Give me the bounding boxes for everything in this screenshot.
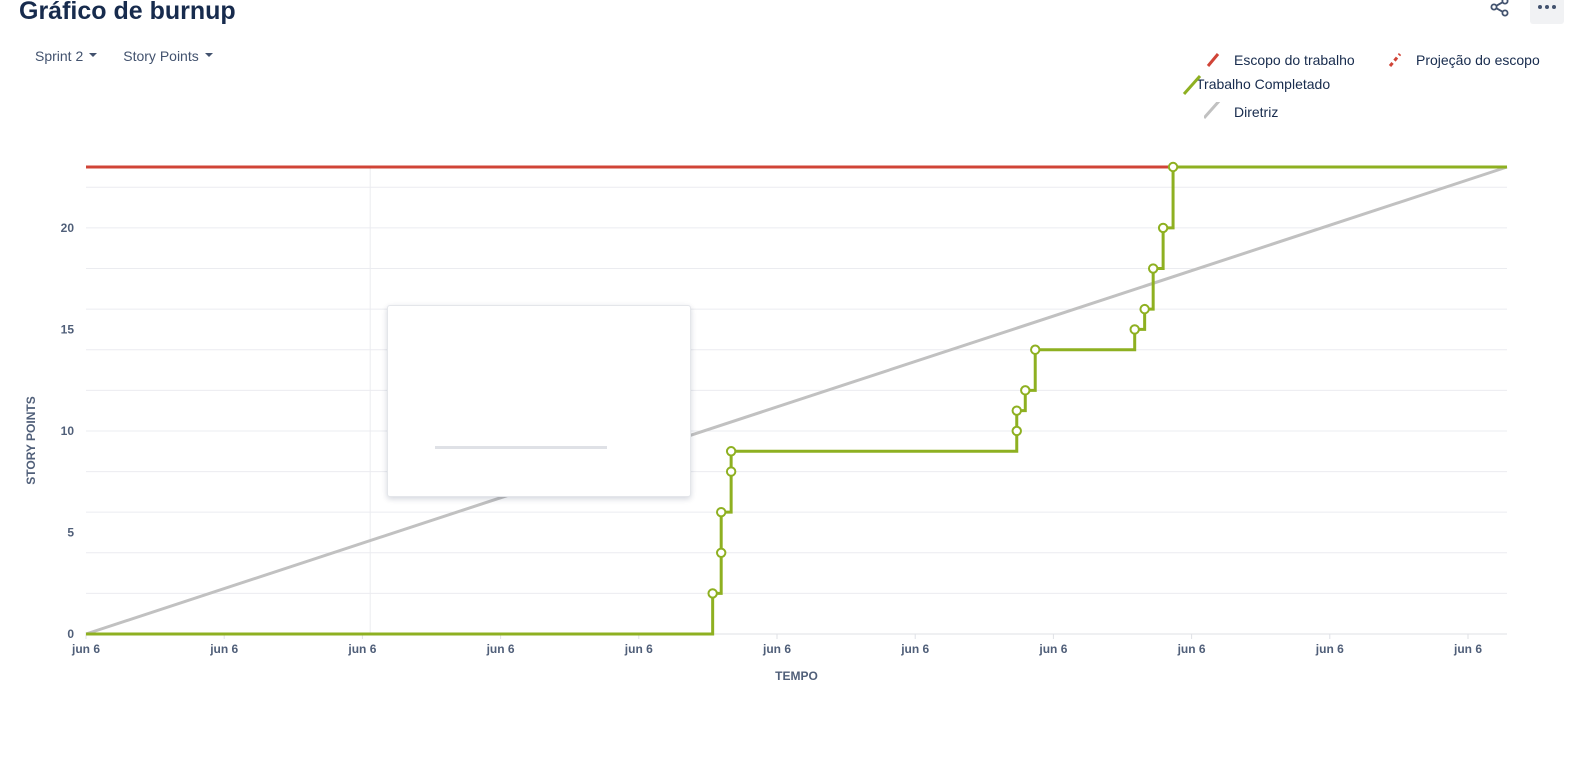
legend-item-projecao[interactable]: Projeção do escopo (1386, 50, 1540, 70)
estimation-select[interactable]: Story Points (123, 46, 213, 66)
x-axis-title: TEMPO (775, 669, 818, 683)
series-trabalho-point (1020, 385, 1031, 396)
x-tick-label: jun 6 (71, 642, 100, 656)
legend-swatch-projecao (1388, 53, 1402, 67)
y-tick-label: 0 (67, 627, 74, 641)
series-trabalho-point (725, 466, 737, 477)
series-trabalho-point (1011, 425, 1022, 437)
y-tick-label: 10 (61, 424, 75, 438)
x-tick-label: jun 6 (347, 642, 376, 656)
series-trabalho-point (1167, 161, 1179, 173)
sprint-select-label: Sprint 2 (35, 48, 84, 64)
x-tick-label: jun 6 (762, 642, 791, 656)
page-title: Gráfico de burnup (19, 0, 236, 25)
chart-tooltip-placeholder (387, 305, 691, 497)
series-trabalho-point (1157, 222, 1169, 234)
share-button[interactable] (1483, 0, 1517, 24)
x-tick-label: jun 6 (1453, 642, 1482, 656)
sprint-select[interactable]: Sprint 2 (35, 46, 98, 66)
chevron-down-icon (204, 53, 213, 57)
tooltip-loading-line (435, 446, 607, 449)
series-trabalho-point (1030, 344, 1041, 355)
series-trabalho-point (725, 446, 737, 457)
chevron-down-icon (89, 53, 98, 57)
x-tick-label: jun 6 (1315, 642, 1344, 656)
x-tick-label: jun 6 (900, 642, 929, 656)
legend-swatch-trabalho (1182, 75, 1202, 95)
series-trabalho-point (707, 588, 718, 599)
y-tick-label: 20 (61, 221, 75, 235)
x-tick-label: jun 6 (1177, 642, 1206, 656)
series-trabalho-point (1147, 263, 1159, 274)
series-trabalho-point (1139, 303, 1150, 315)
y-tick-label: 5 (67, 525, 74, 539)
series-trabalho-point (715, 506, 727, 518)
series-trabalho-point (1011, 405, 1022, 416)
y-axis-title: STORY POINTS (24, 396, 38, 484)
series-trabalho-point (715, 547, 727, 558)
x-tick-label: jun 6 (624, 642, 653, 656)
legend-item-diretriz[interactable]: Diretriz (1204, 102, 1278, 122)
series-trabalho-point (1129, 324, 1140, 335)
legend-item-trabalho[interactable]: Trabalho Completado (1182, 74, 1330, 98)
more-icon (1538, 5, 1556, 9)
legend-item-escopo[interactable]: Escopo do trabalho (1204, 50, 1355, 70)
series-diretriz-line (85, 165, 1508, 636)
more-actions-button[interactable] (1530, 0, 1564, 24)
legend-label-escopo: Escopo do trabalho (1234, 52, 1355, 68)
x-tick-label: jun 6 (486, 642, 515, 656)
legend-label-diretriz: Diretriz (1234, 104, 1279, 120)
x-tick-label: jun 6 (1038, 642, 1067, 656)
share-icon (1490, 0, 1509, 17)
x-tick-label: jun 6 (209, 642, 238, 656)
estimation-select-label: Story Points (123, 48, 199, 64)
legend-swatch-escopo (1206, 53, 1220, 67)
chart-filters: Sprint 2 Story Points (35, 46, 213, 66)
chart-legend: Escopo do trabalho Projeção do escopo Tr… (0, 0, 1587, 130)
y-tick-label: 15 (61, 322, 75, 336)
legend-label-trabalho: Trabalho Completado (1196, 76, 1331, 92)
legend-label-projecao: Projeção do escopo (1416, 52, 1540, 68)
legend-swatch-diretriz (1204, 102, 1221, 119)
